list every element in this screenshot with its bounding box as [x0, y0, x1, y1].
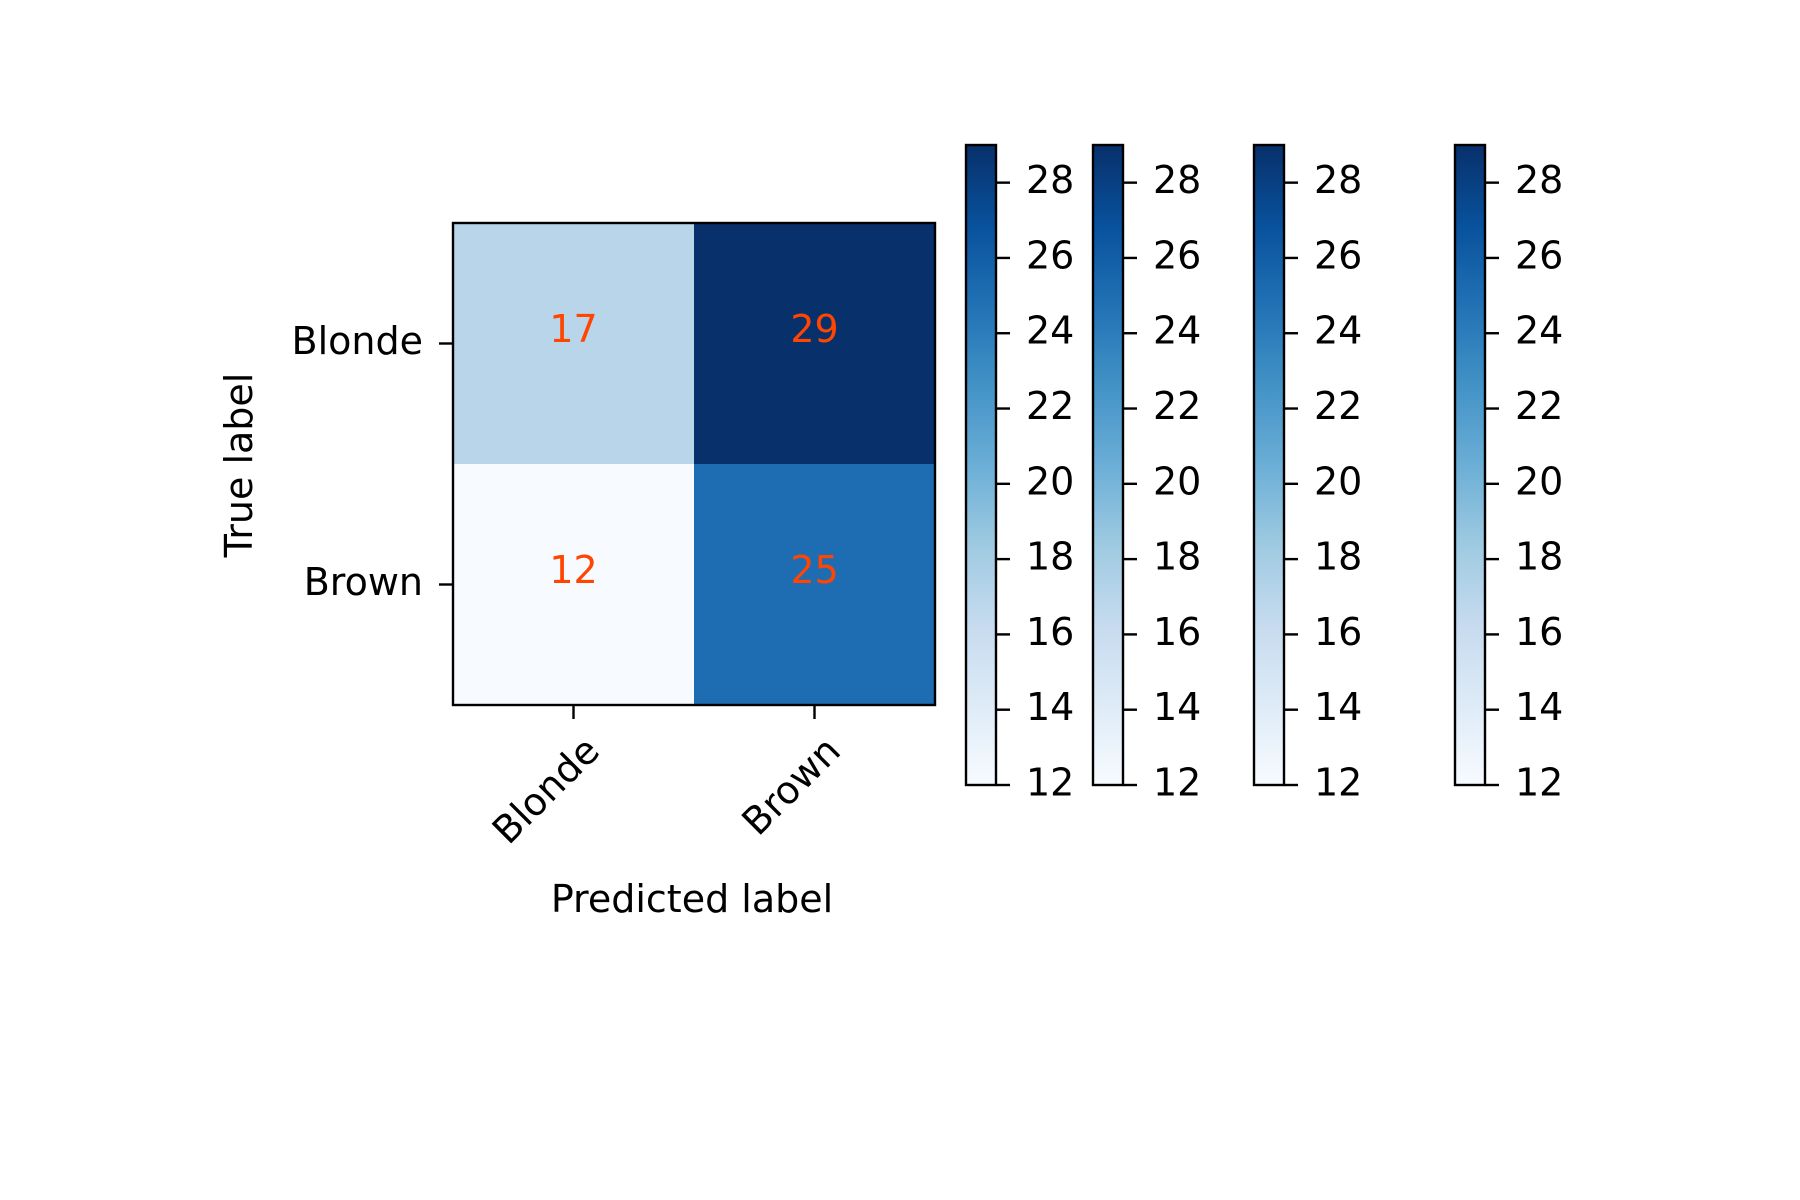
colorbar-tick-label: 26	[1314, 233, 1362, 277]
cell-value-label: 25	[790, 548, 838, 592]
heatmap-cell	[694, 223, 936, 465]
colorbar-tick-label: 24	[1515, 309, 1563, 353]
colorbar: 12 14 16 18 20 22 24 26 28	[1091, 143, 1201, 805]
colorbar-tick-label: 28	[1515, 158, 1563, 202]
colorbar-gradient	[964, 143, 998, 787]
colorbar-tick-label: 18	[1314, 535, 1362, 579]
colorbar-tick-label: 12	[1026, 761, 1074, 805]
colorbars: 12 14 16 18 20 22 24 26 28 12 14 16 18 20 22 24 26 28 12 14…	[964, 143, 1563, 805]
colorbar-tick-label: 20	[1153, 459, 1201, 503]
colorbar-tick-label: 28	[1314, 158, 1362, 202]
colorbar-tick-label: 18	[1026, 535, 1074, 579]
colorbar-gradient	[1453, 143, 1487, 787]
colorbar-tick-label: 18	[1515, 535, 1563, 579]
heatmap-cell	[694, 464, 936, 706]
colorbar-tick-label: 22	[1153, 384, 1201, 428]
heatmap-cell	[453, 223, 695, 465]
cell-value-label: 17	[549, 307, 597, 351]
colorbar-tick-label: 14	[1314, 685, 1362, 729]
plot-frame	[451, 221, 937, 707]
colorbar-tick-label: 16	[1314, 610, 1362, 654]
heatmap-cells	[453, 223, 936, 706]
colorbar-tick-label: 22	[1026, 384, 1074, 428]
colorbar-gradient	[1252, 143, 1286, 787]
colorbar-tick-label: 26	[1026, 233, 1074, 277]
colorbar-tick-label: 14	[1515, 685, 1563, 729]
colorbar-gradient	[1091, 143, 1125, 787]
y-axis-label: True label	[217, 373, 261, 559]
colorbar-tick-label: 24	[1153, 309, 1201, 353]
colorbar-tick-label: 14	[1026, 685, 1074, 729]
x-axis: Blonde Brown	[484, 705, 849, 852]
colorbar-tick-label: 26	[1515, 233, 1563, 277]
colorbar-tick-label: 16	[1515, 610, 1563, 654]
x-tick-label: Brown	[733, 728, 848, 843]
colorbar-tick-label: 24	[1026, 309, 1074, 353]
colorbar-tick-label: 22	[1314, 384, 1362, 428]
colorbar: 12 14 16 18 20 22 24 26 28	[964, 143, 1074, 805]
colorbar-tick-label: 20	[1314, 459, 1362, 503]
colorbar-tick-label: 12	[1314, 761, 1362, 805]
colorbar-tick-label: 20	[1026, 459, 1074, 503]
colorbar-tick-label: 20	[1515, 459, 1563, 503]
colorbar-tick-label: 16	[1026, 610, 1074, 654]
colorbar: 12 14 16 18 20 22 24 26 28	[1252, 143, 1362, 805]
colorbar: 12 14 16 18 20 22 24 26 28	[1453, 143, 1563, 805]
colorbar-tick-label: 12	[1515, 761, 1563, 805]
colorbar-tick-label: 28	[1153, 158, 1201, 202]
x-axis-label: Predicted label	[551, 877, 833, 921]
y-tick-label: Blonde	[292, 319, 423, 363]
y-axis: Blonde Brown	[292, 319, 453, 604]
colorbar-tick-label: 12	[1153, 761, 1201, 805]
cell-annotations: 17 29 12 25	[549, 307, 838, 592]
heatmap-cell	[453, 464, 695, 706]
cell-value-label: 29	[790, 307, 838, 351]
colorbar-tick-label: 22	[1515, 384, 1563, 428]
y-tick-label: Brown	[304, 560, 423, 604]
colorbar-tick-label: 24	[1314, 309, 1362, 353]
colorbar-tick-label: 28	[1026, 158, 1074, 202]
colorbar-tick-label: 26	[1153, 233, 1201, 277]
colorbar-tick-label: 16	[1153, 610, 1201, 654]
colorbar-tick-label: 14	[1153, 685, 1201, 729]
colorbar-tick-label: 18	[1153, 535, 1201, 579]
x-tick-label: Blonde	[484, 728, 608, 852]
cell-value-label: 12	[549, 548, 597, 592]
